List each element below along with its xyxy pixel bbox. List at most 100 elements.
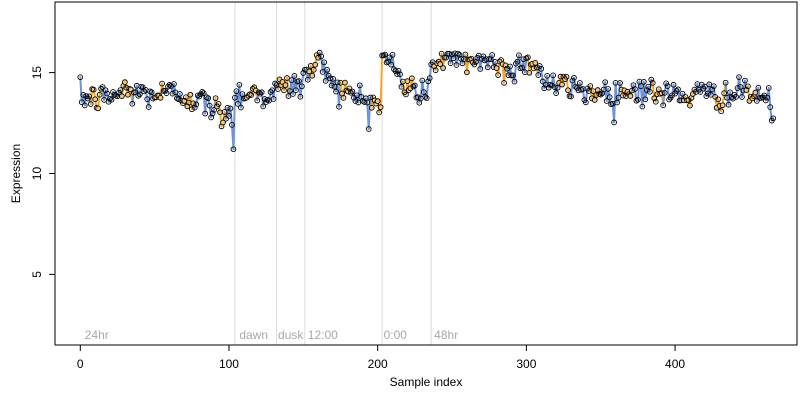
data-point (148, 89, 155, 96)
data-point (620, 92, 626, 99)
y-axis-label: Expression (9, 144, 23, 203)
data-point (248, 92, 255, 98)
x-axis: 0 100 200 300 400 (77, 345, 685, 371)
data-point (392, 68, 399, 74)
data-point (423, 95, 430, 101)
series-line-segment (513, 62, 517, 83)
data-point (368, 104, 375, 111)
data-point (334, 79, 341, 86)
data-point (202, 110, 209, 117)
series-line-segment (455, 52, 459, 67)
data-point (238, 104, 244, 111)
series-line-segment (740, 89, 745, 98)
data-point (129, 100, 136, 107)
series-line-segment (299, 85, 303, 98)
data-point (536, 63, 543, 69)
data-point (645, 83, 652, 90)
data-point (175, 96, 182, 103)
data-point (269, 87, 275, 94)
data-point (125, 91, 131, 98)
data-point (733, 94, 739, 100)
data-point (446, 50, 452, 57)
data-point (697, 88, 704, 95)
data-point (327, 75, 333, 82)
data-point (290, 91, 296, 97)
data-point (226, 113, 232, 119)
data-point (377, 104, 384, 110)
data-point (519, 64, 525, 71)
data-point (382, 51, 388, 58)
data-point (633, 97, 640, 104)
data-point (293, 87, 299, 94)
data-point (92, 96, 98, 103)
series-line-segment (735, 87, 739, 98)
data-point (229, 122, 235, 128)
x-axis-label: Sample index (390, 375, 463, 389)
series-line-segment (379, 54, 384, 109)
data-point (260, 103, 267, 110)
data-point (232, 94, 238, 101)
data-point (770, 115, 777, 122)
data-point (539, 78, 546, 85)
data-point (587, 83, 594, 89)
plot-frame (54, 1, 798, 346)
data-point (388, 61, 394, 68)
data-point (648, 76, 655, 83)
series-line-segment (607, 87, 611, 99)
data-point (304, 76, 311, 83)
data-point (437, 61, 443, 68)
data-point (422, 94, 429, 100)
data-point (352, 98, 359, 104)
data-point (300, 70, 307, 76)
data-point (349, 88, 356, 95)
data-point (449, 51, 455, 58)
data-point (403, 91, 409, 98)
data-point (321, 59, 327, 66)
data-point (510, 72, 516, 79)
data-point (606, 94, 613, 100)
data-point (516, 52, 522, 59)
data-point (330, 76, 336, 82)
data-point (557, 73, 564, 80)
data-point (223, 115, 229, 122)
data-point (737, 84, 744, 90)
data-point (617, 80, 623, 86)
data-point (282, 82, 289, 88)
data-point (78, 99, 85, 106)
annotation-label: 48hr (434, 328, 458, 342)
data-point (297, 93, 304, 100)
data-point (288, 77, 295, 83)
data-point (81, 102, 88, 109)
data-points (77, 49, 777, 153)
series-line-segment (83, 95, 88, 107)
data-point (553, 90, 559, 96)
data-point (257, 90, 264, 97)
y-tick-label: 10 (30, 167, 44, 181)
data-point (635, 96, 641, 103)
data-point (119, 93, 125, 100)
data-point (212, 95, 219, 102)
data-point (177, 91, 183, 97)
data-point (440, 65, 446, 71)
data-point (718, 108, 725, 115)
data-point (663, 80, 669, 87)
series-line-segment (195, 94, 199, 106)
annotation-label: dawn (239, 328, 268, 342)
series-line-segment (138, 85, 143, 96)
data-point (171, 81, 177, 87)
x-tick-label: 200 (368, 357, 388, 371)
data-point (95, 105, 101, 112)
data-point (163, 90, 170, 96)
data-point (230, 146, 237, 153)
data-point (704, 90, 711, 97)
data-point (333, 88, 339, 95)
data-point (669, 92, 675, 99)
series-line-segment (738, 76, 742, 88)
data-point (615, 94, 622, 101)
data-point (525, 54, 531, 61)
series-line-segment (358, 84, 363, 98)
series-line-segment (268, 90, 272, 102)
data-point (754, 98, 760, 104)
data-point (252, 87, 259, 94)
data-point (394, 71, 400, 77)
